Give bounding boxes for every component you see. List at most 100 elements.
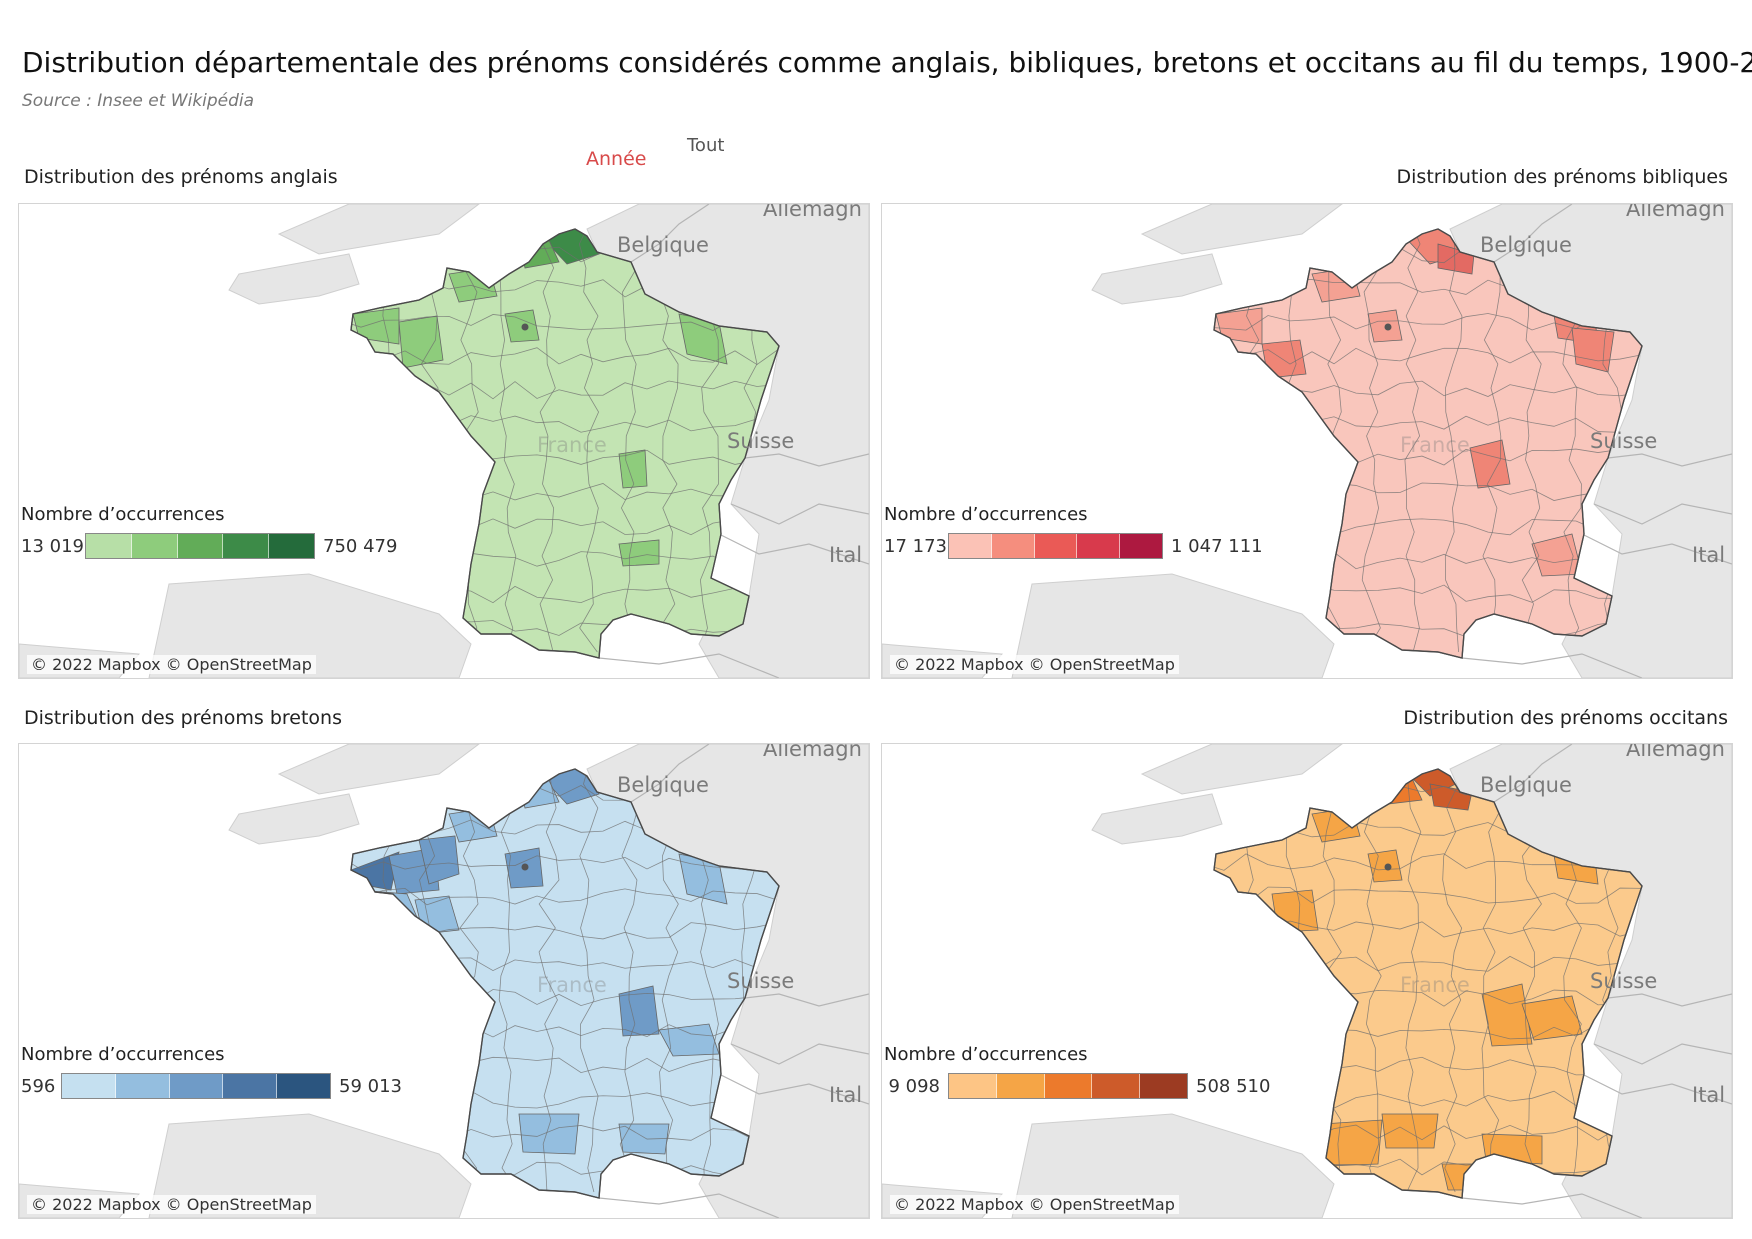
france-outline — [1213, 768, 1643, 1199]
neighbor-land — [1011, 1113, 1335, 1218]
legend-swatch — [86, 534, 132, 558]
legend-max: 59 013 — [339, 1076, 402, 1097]
department-highlight[interactable] — [1481, 983, 1533, 1047]
label-italie: Ital — [829, 1083, 862, 1107]
legend-swatch — [996, 1074, 1045, 1098]
map-canvas[interactable]: Belgique Allemagn Suisse Ital France — [19, 204, 869, 678]
legend: Nombre d’occurrences 13 019 750 479 — [21, 504, 397, 561]
legend-max: 1 047 111 — [1171, 536, 1263, 557]
map-canvas[interactable]: Belgique Allemagn Suisse Ital France — [882, 204, 1732, 678]
department-highlight[interactable] — [1521, 995, 1583, 1041]
country-border — [744, 993, 869, 1007]
label-suisse: Suisse — [1590, 429, 1657, 453]
label-france: France — [537, 433, 607, 457]
department-highlight[interactable] — [618, 1123, 670, 1155]
map-panel-biblical[interactable]: Belgique Allemagn Suisse Ital France Nombre d… — [881, 203, 1733, 679]
legend-max: 508 510 — [1196, 1076, 1271, 1097]
department-border — [618, 769, 639, 1193]
legend-swatch — [949, 534, 992, 558]
legend-swatch — [269, 534, 314, 558]
neighbor-land — [277, 744, 480, 795]
department-highlight[interactable] — [618, 539, 660, 567]
legend-swatch — [277, 1074, 330, 1098]
department-border — [578, 229, 600, 653]
map-attribution[interactable]: © 2022 Mapbox © OpenStreetMap — [27, 655, 316, 674]
map-panel-breton[interactable]: Belgique Allemagn Suisse Ital France Nombre d… — [18, 743, 870, 1219]
department-border — [1481, 769, 1503, 1193]
department-border — [1482, 229, 1502, 653]
map-canvas[interactable]: Belgique Allemagn Suisse Ital France — [882, 744, 1732, 1218]
neighbor-land — [148, 573, 472, 678]
year-filter-value[interactable]: Tout — [687, 135, 725, 156]
department-border — [579, 769, 599, 1193]
map-attribution[interactable]: © 2022 Mapbox © OpenStreetMap — [890, 1195, 1179, 1214]
neighbor-land — [1091, 253, 1223, 305]
legend: Nombre d’occurrences 9 098 508 510 — [884, 1044, 1270, 1101]
department-highlight[interactable] — [518, 1113, 580, 1155]
department-border — [351, 855, 779, 870]
label-france: France — [537, 973, 607, 997]
label-allemagne: Allemagn — [763, 744, 862, 761]
label-belgique: Belgique — [617, 233, 709, 257]
department-border — [498, 769, 519, 1193]
legend-title: Nombre d’occurrences — [884, 1044, 1088, 1065]
label-suisse: Suisse — [727, 429, 794, 453]
label-suisse: Suisse — [1590, 969, 1657, 993]
legend-swatch — [1140, 1074, 1187, 1098]
label-belgique: Belgique — [1480, 233, 1572, 257]
panel-title-english: Distribution des prénoms anglais — [24, 166, 338, 188]
legend-min: 17 173 — [884, 536, 947, 557]
department-border — [538, 769, 560, 1193]
legend-swatch — [1092, 1074, 1141, 1098]
legend-max: 750 479 — [323, 536, 398, 557]
label-allemagne: Allemagn — [763, 204, 862, 221]
panel-title-breton: Distribution des prénoms bretons — [24, 707, 342, 729]
department-border — [1361, 229, 1381, 653]
legend-color-scale — [948, 1073, 1188, 1099]
label-france: France — [1400, 973, 1470, 997]
department-border — [351, 314, 779, 331]
neighbor-land — [228, 253, 360, 305]
department-border — [1444, 229, 1463, 653]
legend-swatch — [131, 534, 178, 558]
department-border — [351, 887, 779, 906]
panel-title-occitan: Distribution des prénoms occitans — [1403, 707, 1728, 729]
label-italie: Ital — [829, 543, 862, 567]
legend-swatch — [177, 534, 224, 558]
legend-title: Nombre d’occurrences — [884, 504, 1088, 525]
legend-color-scale — [85, 533, 315, 559]
neighbor-land — [148, 1113, 472, 1218]
map-attribution[interactable]: © 2022 Mapbox © OpenStreetMap — [27, 1195, 316, 1214]
department-border — [499, 229, 517, 653]
source-note: Source : Insee et Wikipédia — [22, 91, 255, 111]
department-highlight[interactable] — [418, 835, 460, 885]
map-panel-english[interactable]: Belgique Allemagn Suisse Ital France Nombre d… — [18, 203, 870, 679]
department-highlight[interactable] — [1381, 1113, 1439, 1149]
legend-swatch — [115, 1074, 170, 1098]
label-italie: Ital — [1692, 1083, 1725, 1107]
map-canvas[interactable]: Belgique Allemagn Suisse Ital France — [19, 744, 869, 1218]
department-highlight[interactable] — [398, 315, 444, 369]
legend-swatch — [223, 534, 270, 558]
paris-marker — [1384, 323, 1392, 331]
legend-color-scale — [61, 1073, 331, 1099]
france-outline — [1213, 228, 1643, 659]
department-border — [1214, 347, 1642, 366]
department-highlight[interactable] — [1469, 439, 1511, 489]
neighbor-land — [1140, 204, 1343, 255]
country-border — [1581, 533, 1732, 565]
country-border — [744, 453, 869, 467]
map-attribution[interactable]: © 2022 Mapbox © OpenStreetMap — [890, 655, 1179, 674]
label-italie: Ital — [1692, 543, 1725, 567]
country-border — [1581, 1073, 1732, 1105]
legend-swatch — [991, 534, 1035, 558]
legend-swatch — [949, 1074, 997, 1098]
neighbor-land — [277, 204, 480, 255]
department-border — [1405, 769, 1422, 1193]
legend-swatch — [1077, 534, 1121, 558]
country-border — [630, 744, 710, 803]
country-border — [1493, 204, 1573, 263]
map-panel-occitan[interactable]: Belgique Allemagn Suisse Ital France Nombre d… — [881, 743, 1733, 1219]
department-border — [619, 229, 638, 653]
legend-min: 9 098 — [888, 1076, 940, 1097]
